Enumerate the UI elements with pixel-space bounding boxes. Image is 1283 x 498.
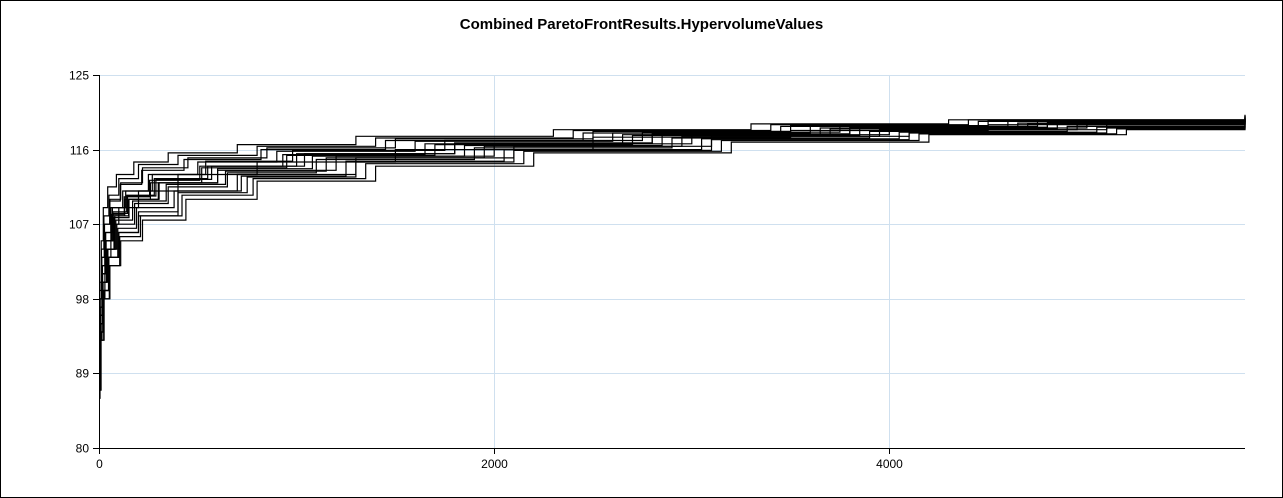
series-line-2	[99, 119, 1246, 383]
series-line-18	[99, 120, 1246, 374]
series-line-20	[99, 118, 1246, 366]
series-line-12	[99, 121, 1246, 374]
series-line-3	[99, 117, 1246, 366]
series-line-16	[99, 116, 1246, 350]
series-line-9	[99, 118, 1246, 366]
y-tick-label: 107	[69, 218, 89, 232]
series-line-10	[99, 125, 1246, 391]
y-tick-label: 89	[76, 367, 90, 381]
x-tick-label: 0	[96, 457, 103, 471]
series-line-17	[99, 126, 1246, 391]
series-line-13	[99, 118, 1246, 358]
y-tick-label: 125	[69, 69, 89, 83]
x-tick-label: 4000	[876, 457, 903, 471]
chart-title: Combined ParetoFrontResults.HypervolumeV…	[459, 16, 824, 33]
y-tick-label: 98	[76, 293, 90, 307]
series-line-14	[99, 124, 1246, 383]
x-tick-label: 2000	[481, 457, 508, 471]
y-tick-label: 80	[76, 442, 90, 456]
series-line-11	[99, 114, 1246, 341]
y-tick-label: 116	[70, 144, 89, 158]
series-line-19	[99, 115, 1246, 333]
series-line-15	[99, 119, 1246, 366]
series-line-1	[99, 118, 1246, 399]
